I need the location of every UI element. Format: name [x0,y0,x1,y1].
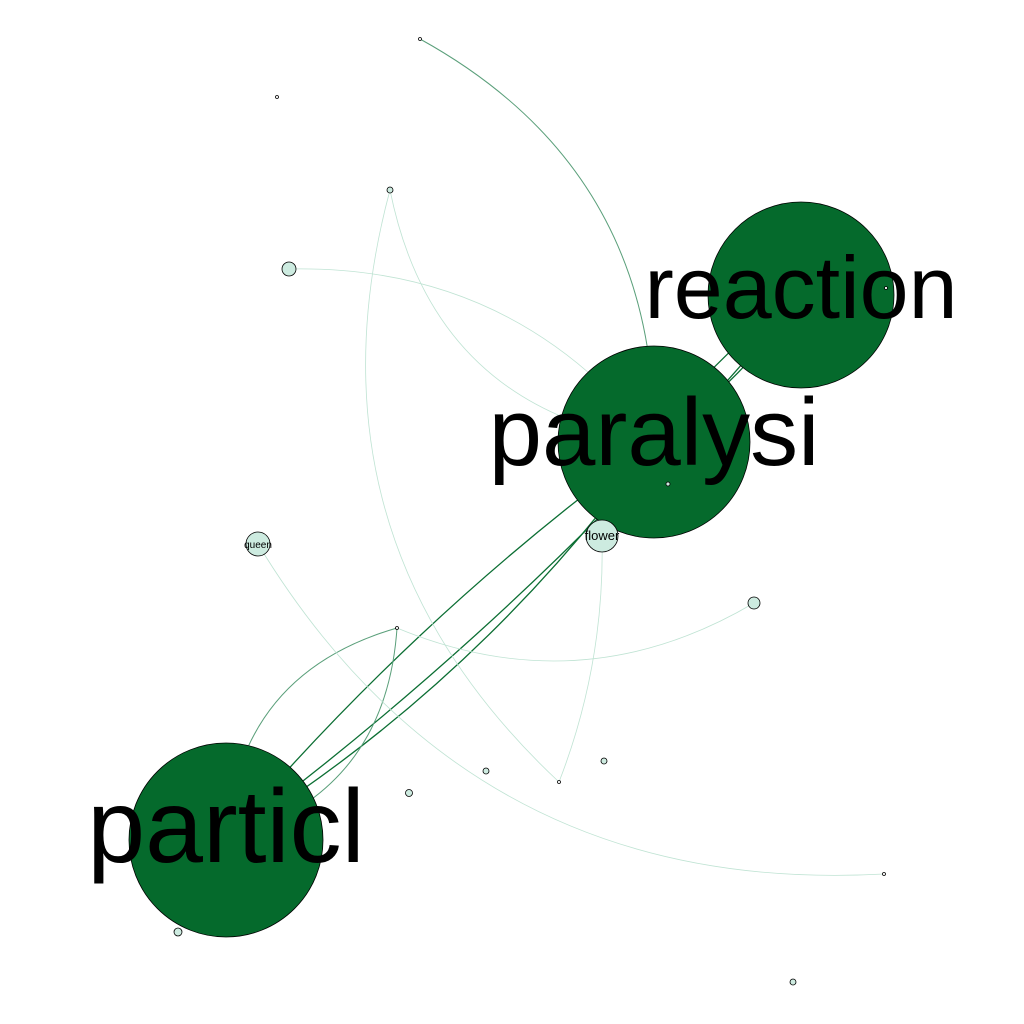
node-layer: reaction paralysi particl flower queen [87,37,958,986]
node-label-paralysi: paralysi [489,379,820,486]
node-n_c1[interactable] [482,767,490,775]
node-n_bl[interactable] [173,927,183,937]
node-circle-paralysi[interactable] [557,345,751,539]
node-label-flower: flower [585,528,620,543]
node-n_c4[interactable] [405,789,413,797]
node-circle-n_upper[interactable] [386,186,394,194]
node-circle-particl[interactable] [128,742,324,938]
node-label-reaction: reaction [644,238,957,337]
node-circle-n_c2[interactable] [600,757,608,765]
node-n_topleft[interactable] [275,95,279,99]
node-circle-n_left_small[interactable] [281,261,297,277]
edge-flower-n_c3 [558,535,603,783]
node-circle-n_top[interactable] [418,37,422,41]
node-n_bottom[interactable] [789,978,797,986]
node-n_c3[interactable] [557,780,561,784]
node-circle-n_bottom[interactable] [789,978,797,986]
node-queen[interactable]: queen [244,531,272,557]
node-n_left_small[interactable] [281,261,297,277]
node-flower[interactable]: flower [585,519,620,553]
edge-n_mid-n_right_small [396,602,755,662]
node-circle-n_in_paralysi[interactable] [665,481,671,487]
node-circle-n_c1[interactable] [482,767,490,775]
node-circle-n_c4[interactable] [405,789,413,797]
node-n_c2[interactable] [600,757,608,765]
node-n_mid[interactable] [395,626,399,630]
edge-n_upper-n_c3 [365,189,560,783]
node-circle-n_in_reaction[interactable] [884,286,888,290]
node-n_upper[interactable] [386,186,394,194]
node-circle-n_right_small[interactable] [747,596,761,610]
node-label-particl: particl [87,769,364,885]
edge-queen-n_br [257,543,885,876]
node-n_right_small[interactable] [747,596,761,610]
node-reaction[interactable]: reaction [644,201,958,389]
node-circle-n_topleft[interactable] [275,95,279,99]
node-circle-reaction[interactable] [707,201,895,389]
node-circle-n_mid[interactable] [395,626,399,630]
node-paralysi[interactable]: paralysi [489,345,820,539]
node-n_top[interactable] [418,37,422,41]
node-n_in_reaction[interactable] [884,286,888,290]
node-circle-n_bl[interactable] [173,927,183,937]
node-particl[interactable]: particl [87,742,365,938]
node-circle-queen[interactable] [245,531,271,557]
node-circle-n_c3[interactable] [557,780,561,784]
node-n_br[interactable] [882,872,886,876]
node-circle-n_br[interactable] [882,872,886,876]
node-label-queen: queen [244,540,272,551]
node-circle-flower[interactable] [585,519,619,553]
node-n_in_paralysi[interactable] [665,481,671,487]
